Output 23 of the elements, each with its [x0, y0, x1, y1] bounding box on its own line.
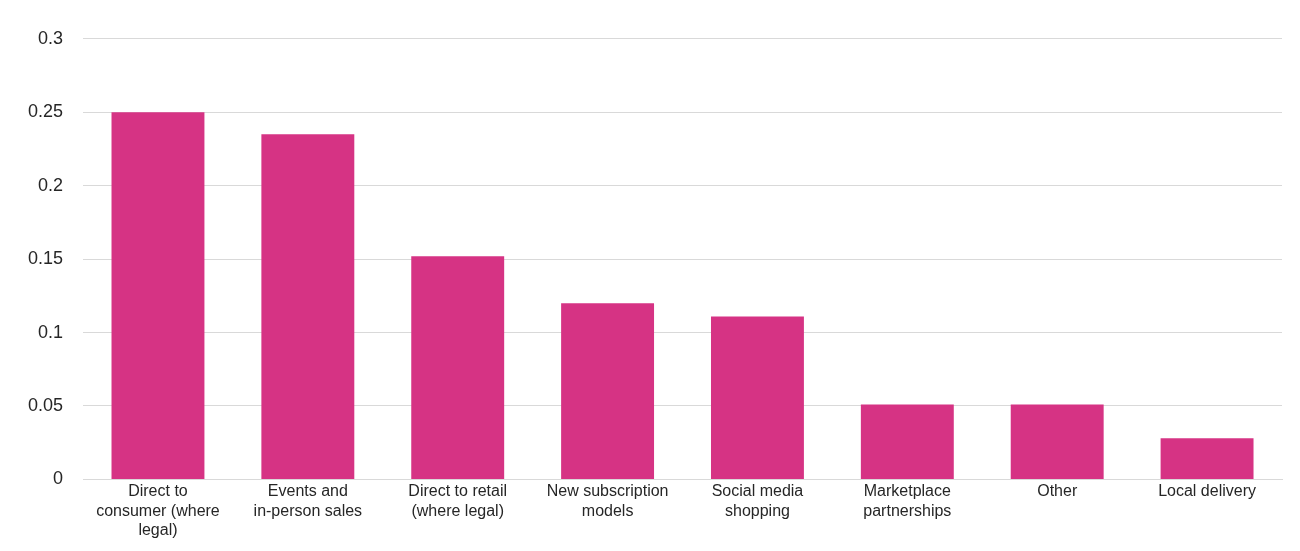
- x-tick-label: Direct to retail (where legal): [408, 482, 508, 519]
- y-tick-label: 0.3: [38, 27, 64, 48]
- y-tick-label: 0.05: [27, 394, 64, 415]
- y-tick-label: 0: [53, 468, 64, 489]
- bar: [411, 256, 505, 479]
- y-tick-label: 0.25: [27, 101, 64, 122]
- y-tick-label: 0.2: [38, 174, 64, 195]
- x-tick-label: Social media shopping: [711, 482, 804, 519]
- x-tick-label: Events and in-person sales: [253, 482, 363, 519]
- bar: [111, 112, 205, 479]
- y-tick-label: 0.1: [38, 321, 64, 342]
- x-tick-label: Other: [1037, 482, 1078, 500]
- x-tick-label: Marketplace partnerships: [863, 482, 952, 519]
- bar: [561, 303, 655, 479]
- bar: [1010, 404, 1104, 479]
- y-tick-label: 0.15: [27, 248, 64, 269]
- x-tick-label: Local delivery: [1158, 482, 1256, 500]
- bar: [860, 404, 954, 479]
- x-tick-label: Direct to consumer (where legal): [96, 482, 220, 538]
- bar: [710, 316, 804, 479]
- x-tick-label: New subscription models: [546, 482, 669, 519]
- bar: [1160, 438, 1254, 479]
- bar: [261, 134, 355, 479]
